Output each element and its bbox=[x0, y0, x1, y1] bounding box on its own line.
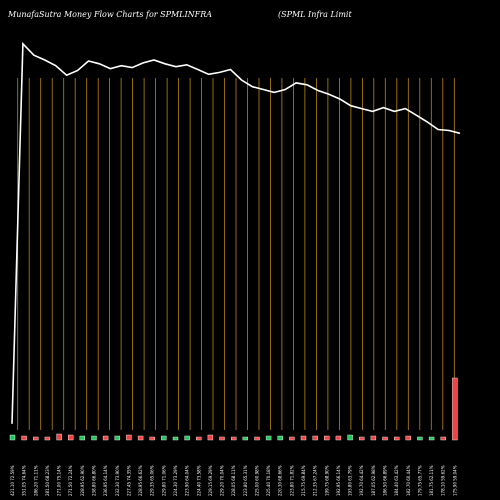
x-tick-label: 179.75 65.77% bbox=[417, 465, 422, 496]
volume-bar bbox=[324, 435, 330, 441]
x-tick-label: 271.50 72.24% bbox=[68, 465, 73, 496]
x-tick-label: 186.50 66.89% bbox=[383, 465, 388, 496]
volume-bar bbox=[405, 435, 411, 441]
volume-bar bbox=[91, 435, 97, 441]
x-tick-label: 199.75 68.90% bbox=[324, 465, 329, 496]
x-tick-label: 212.35 67.24% bbox=[313, 465, 318, 496]
volume-bar bbox=[114, 435, 121, 441]
volume-bar bbox=[56, 433, 62, 441]
x-tick-label: 224.40 73.58% bbox=[196, 465, 201, 496]
volume-bar bbox=[242, 436, 249, 441]
volume-bar bbox=[289, 436, 295, 441]
volume-bar bbox=[265, 435, 272, 441]
volume-bar bbox=[33, 436, 39, 441]
x-tick-label: 223.90 64.04% bbox=[185, 465, 190, 496]
volume-bar bbox=[452, 377, 458, 441]
x-tick-label: 175.90 59.04% bbox=[452, 465, 457, 496]
x-tick-label: 181.75 62.11% bbox=[429, 465, 434, 496]
volume-bar bbox=[172, 436, 179, 441]
volume-bar bbox=[347, 434, 353, 441]
volume-bar bbox=[254, 436, 260, 441]
x-tick-label: 184.40 63.42% bbox=[394, 465, 399, 496]
x-tick-label: 227.45 74.35% bbox=[126, 465, 131, 496]
volume-bar bbox=[196, 436, 202, 441]
x-tick-label: 281.50 68.23% bbox=[45, 465, 50, 496]
volume-bar bbox=[67, 434, 74, 441]
volume-bar bbox=[102, 435, 109, 441]
volume-bar bbox=[277, 435, 283, 441]
x-tick-label: 220.30 68.66% bbox=[278, 465, 283, 496]
x-tick-label: 223.80 65.31% bbox=[243, 465, 248, 496]
volume-bar bbox=[417, 436, 423, 441]
x-tick-label: 351.05 74.64% bbox=[22, 465, 27, 496]
x-tick-label: 232.30 73.90% bbox=[115, 465, 120, 496]
volume-bar bbox=[300, 435, 307, 441]
chart-title: MunafaSutra Money Flow Charts for SPMLIN… bbox=[8, 10, 213, 19]
x-tick-label: 223.80 71.82% bbox=[289, 465, 294, 496]
x-tick-label: 193.80 63.79% bbox=[348, 465, 353, 496]
volume-bar bbox=[149, 436, 155, 441]
x-tick-label: 238.80 66.80% bbox=[92, 465, 97, 496]
x-tick-label: 182.70 60.44% bbox=[406, 465, 411, 496]
x-tick-label: 271.00 75.14% bbox=[57, 465, 62, 496]
x-tick-label: 228.95 62.90% bbox=[80, 465, 85, 496]
x-tick-labels: 421.10 72.59% 351.05 74.64% 286.20 71.11% 2… bbox=[10, 465, 457, 496]
x-tick-label: 421.10 72.59% bbox=[10, 465, 15, 496]
x-tick-label: 192.70 64.42% bbox=[359, 465, 364, 496]
volume-bar bbox=[161, 435, 167, 441]
volume-bar bbox=[21, 435, 27, 441]
volume-bar bbox=[440, 436, 446, 441]
volume-bar bbox=[428, 436, 435, 441]
money-flow-line bbox=[11, 41, 461, 424]
volume-bar bbox=[359, 436, 365, 441]
volume-bar bbox=[79, 435, 86, 441]
x-tick-label: 215.75 69.84% bbox=[301, 465, 306, 496]
x-tick-label: 229.20 70.04% bbox=[220, 465, 225, 496]
x-tick-label: 229.35 65.06% bbox=[150, 465, 155, 496]
volume-bar bbox=[44, 436, 51, 441]
volume-bar bbox=[219, 436, 225, 441]
x-tick-label: 236.95 64.14% bbox=[103, 465, 108, 496]
volume-bar bbox=[312, 435, 318, 441]
volume-bar bbox=[184, 435, 190, 441]
x-tick-label: 192.95 66.14% bbox=[336, 465, 341, 496]
chart-subtitle: (SPML Infra Limit bbox=[278, 10, 352, 19]
x-tick-label: 228.95 66.62% bbox=[138, 465, 143, 496]
x-tick-label: 178.10 59.62% bbox=[441, 465, 446, 496]
x-tick-label: 286.20 71.11% bbox=[33, 465, 38, 496]
volume-bar bbox=[382, 436, 388, 441]
x-tick-label: 187.05 62.98% bbox=[371, 465, 376, 496]
x-tick-label: 229.80 71.06% bbox=[161, 465, 166, 496]
x-tick-label: 225.40 70.18% bbox=[266, 465, 271, 496]
x-tick-label: 225.00 60.98% bbox=[255, 465, 260, 496]
x-tick-label: 224.30 73.29% bbox=[173, 465, 178, 496]
volume-bar bbox=[394, 436, 400, 441]
volume-bar bbox=[9, 434, 16, 441]
x-tick-label: 229.15 69.29% bbox=[208, 465, 213, 496]
volume-bar bbox=[137, 435, 144, 441]
volume-bar bbox=[126, 434, 132, 441]
volume-bar bbox=[230, 436, 237, 441]
grid-lines bbox=[17, 78, 455, 430]
volume-bar bbox=[207, 434, 214, 441]
volume-bar bbox=[370, 435, 377, 441]
volume-bar bbox=[335, 435, 342, 441]
x-tick-label: 228.05 68.11% bbox=[231, 465, 236, 496]
volume-bars bbox=[9, 377, 458, 441]
